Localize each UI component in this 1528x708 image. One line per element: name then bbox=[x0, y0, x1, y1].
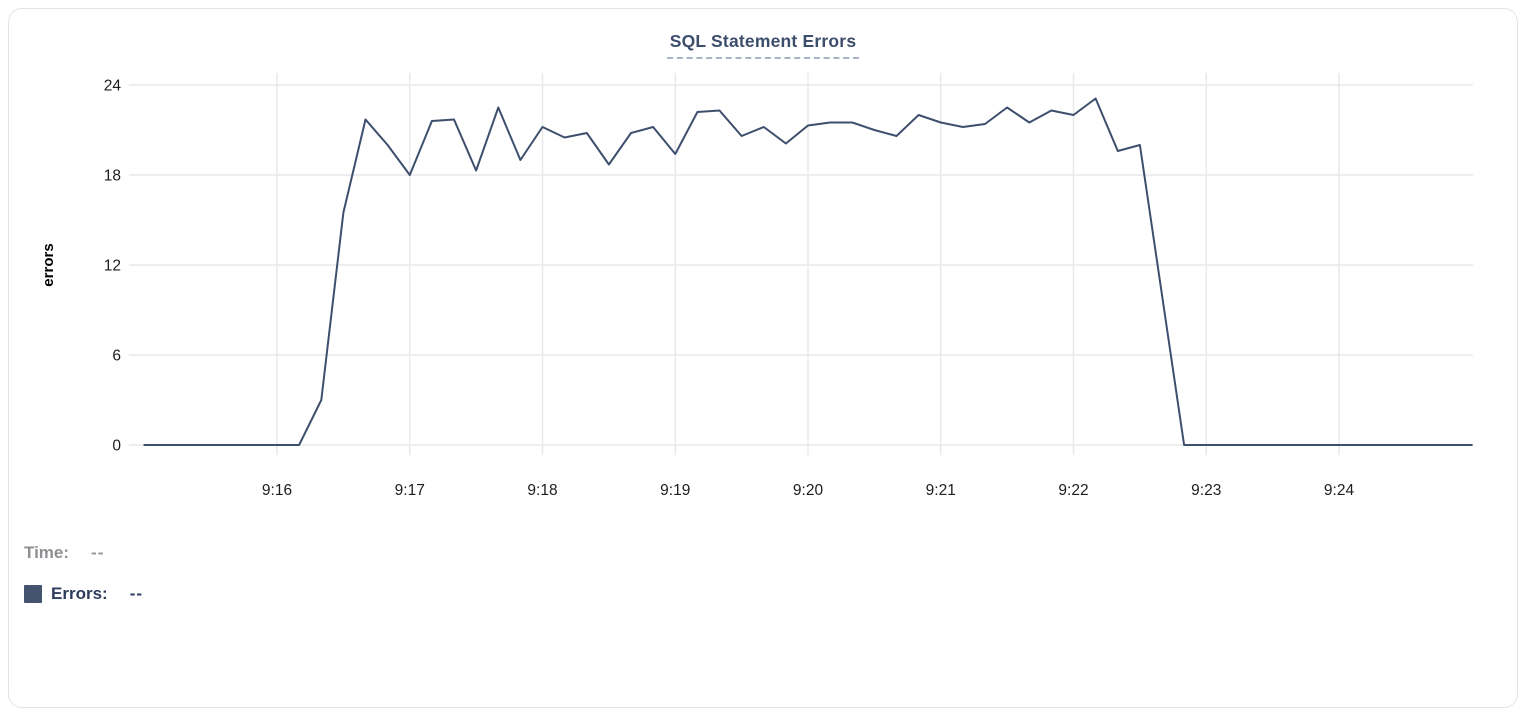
y-tick-label: 0 bbox=[112, 438, 121, 455]
axis-labels-layer: 0 6 12 18 24 9:16 9:17 9:18 9:19 9:20 9:21 9:22 9:23… bbox=[40, 78, 1354, 500]
legend-errors-label: Errors: bbox=[51, 584, 108, 603]
x-tick-label: 9:24 bbox=[1324, 482, 1355, 499]
legend-time-label: Time: bbox=[24, 543, 70, 562]
x-tick-label: 9:22 bbox=[1058, 482, 1088, 499]
x-tick-label: 9:17 bbox=[395, 482, 425, 499]
x-tick-label: 9:21 bbox=[926, 482, 956, 499]
y-tick-label: 18 bbox=[104, 168, 121, 185]
x-tick-label: 9:23 bbox=[1191, 482, 1221, 499]
series-layer bbox=[143, 97, 1473, 446]
grid-layer bbox=[129, 73, 1473, 455]
errors-chart-plot[interactable]: 0 6 12 18 24 9:16 9:17 9:18 9:19 9:20 9:21 9:22 9:23… bbox=[9, 9, 1519, 529]
x-tick-label: 9:16 bbox=[262, 482, 292, 499]
x-tick-label: 9:20 bbox=[793, 482, 824, 499]
chart-header: SQL Statement Errors bbox=[9, 31, 1517, 59]
chart-title[interactable]: SQL Statement Errors bbox=[666, 31, 860, 59]
legend: Time: -- Errors: -- bbox=[24, 543, 143, 604]
chart-card: 0 6 12 18 24 9:16 9:17 9:18 9:19 9:20 9:21 9:22 9:23… bbox=[8, 8, 1518, 708]
legend-row-errors: Errors: -- bbox=[24, 584, 143, 604]
y-tick-label: 6 bbox=[112, 348, 121, 365]
y-tick-label: 24 bbox=[104, 78, 122, 95]
x-tick-label: 9:18 bbox=[527, 482, 557, 499]
legend-row-time: Time: -- bbox=[24, 543, 143, 563]
errors-series-swatch bbox=[24, 585, 42, 603]
x-tick-label: 9:19 bbox=[660, 482, 690, 499]
legend-time-value: -- bbox=[91, 543, 105, 562]
y-axis-title: errors bbox=[40, 243, 57, 286]
legend-errors-value: -- bbox=[129, 584, 144, 603]
errors-line-series[interactable] bbox=[143, 97, 1473, 446]
y-tick-label: 12 bbox=[104, 258, 121, 275]
